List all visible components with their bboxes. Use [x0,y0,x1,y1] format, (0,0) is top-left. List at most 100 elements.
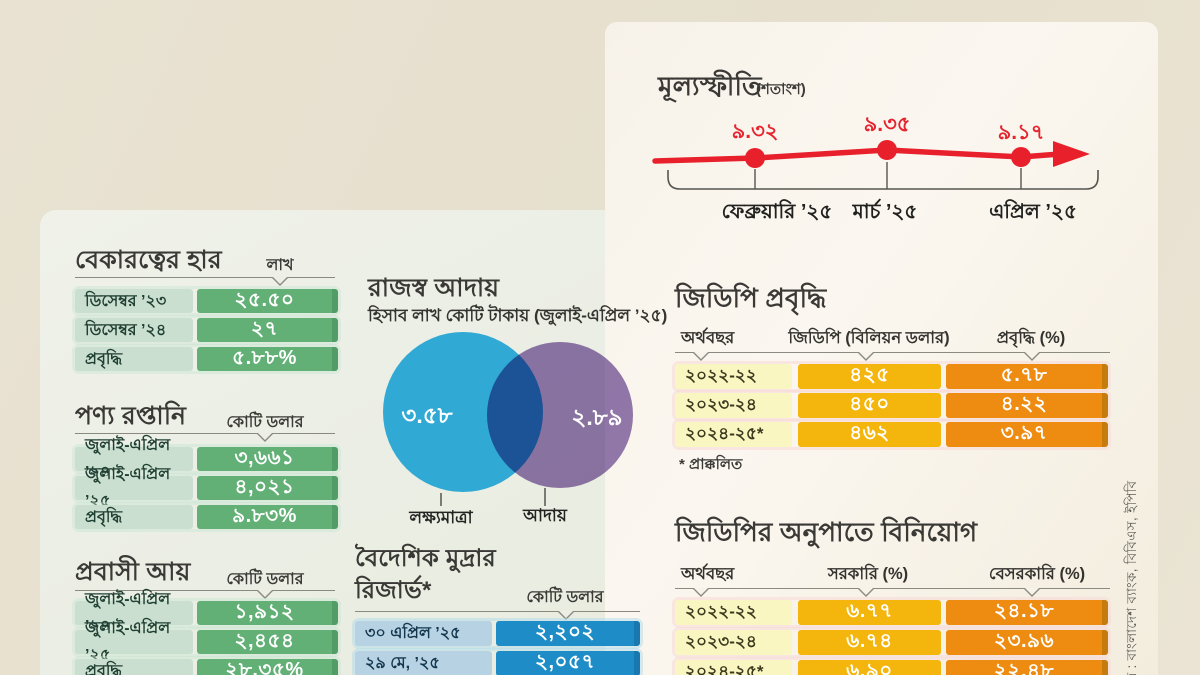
unemployment-rule [75,277,335,286]
trend-line [652,147,1063,164]
reserve-title-line2: রিজার্ভ* [355,577,432,604]
venn-target-label: লক্ষ্যমাত্রা [409,508,473,527]
unemployment-title: বেকারত্বের হার [75,246,222,274]
rule-notch [693,588,710,597]
gdp-footnote: * প্রাক্কলিত [679,456,743,473]
table-row: ২০২৩-২৪ ৬.৭৪ ২৩.৯৬ [675,630,1108,655]
rule-notch [256,590,273,599]
row-label: জুলাই-এপ্রিল ’২৫ [75,620,193,664]
reserve-title-line1: বৈদেশিক মুদ্রার [355,545,496,572]
row-private: ২৪.১৮ [946,600,1108,625]
row-label: ডিসেম্বর ’২৩ [75,289,193,313]
gdp-title: জিডিপি প্রবৃদ্ধি [675,283,827,313]
data-point-apr [1011,147,1031,167]
row-value: ৪,০২১ [197,476,338,500]
row-value: ৩,৬৬১ [197,447,338,471]
row-private: ২২.৪৮ [946,660,1108,675]
venn-collected-label: আদায় [523,506,567,525]
table-row: প্রবৃদ্ধি ৫.৮৮% [75,347,338,371]
rule-notch [272,277,289,286]
data-point-mar [877,140,897,160]
reserve-rule [355,611,640,620]
table-row: ডিসেম্বর ’২৩ ২৫.৫০ [75,289,338,313]
gdp-header-growth: প্রবৃদ্ধি (%) [996,329,1066,347]
row-value: ২৮.৩৫% [197,659,338,675]
rule-notch [693,352,710,361]
row-value: ১,৯১২ [197,601,338,625]
row-year: ২০২৩-২৪ [675,393,792,418]
unemployment-unit: লাখ [266,257,294,274]
table-row: জুলাই-এপ্রিল ’২৫ ৪,০২১ [75,466,338,510]
gdp-header-year: অর্থবছর [681,329,735,347]
data-point-feb [745,148,765,168]
rule-notch [1023,588,1040,597]
row-value: ২৫.৫০ [197,289,338,313]
row-value: ২,২০২ [496,621,640,646]
row-label: ৩০ এপ্রিল ’২৫ [355,621,492,646]
investment-header-public: সরকারি (%) [827,565,909,583]
row-year: ২০২৩-২৪ [675,630,792,655]
table-row: ২০২৪-২৫* ৬.৯০ ২২.৪৮ [675,660,1108,675]
table-row: ডিসেম্বর ’২৪ ২৭ [75,318,338,342]
investment-header-private: বেসরকারি (%) [988,565,1086,583]
axis-bracket [667,170,1099,190]
row-growth: ৫.৭৮ [946,364,1108,389]
remittance-rule [75,590,335,599]
row-value: ২,০৫৭ [496,651,640,675]
gdp-rule [675,352,1110,361]
table-row: ২০২৪-২৫* ৪৬২ ৩.৯৭ [675,422,1108,447]
row-year: ২০২২-২২ [675,600,792,625]
row-growth: ৪.২২ [946,393,1108,418]
inflation-line-chart [652,140,1099,190]
row-label: প্রবৃদ্ধি [75,659,193,675]
table-row: জুলাই-এপ্রিল ’২৫ ২,৪৫৪ [75,620,338,664]
right-panel [605,22,1158,675]
inflation-month-mar: মার্চ ’২৫ [852,201,918,223]
exports-unit: কোটি ডলার [226,414,304,431]
table-row: প্রবৃদ্ধি ২৮.৩৫% [75,659,338,675]
row-value: ৫.৮৮% [197,347,338,371]
rule-notch [1023,352,1040,361]
rule-notch [256,433,273,442]
row-label: জুলাই-এপ্রিল ’২৪ [75,591,193,635]
table-row: ২০২২-২২ ৪২৫ ৫.৭৮ [675,364,1108,389]
row-label: ডিসেম্বর ’২৪ [75,318,193,342]
inflation-title: মূল্যস্ফীতি [658,71,762,101]
remittance-unit: কোটি ডলার [226,571,304,588]
row-gdp: ৪২৫ [798,364,941,389]
source-note: সূত্র : বাংলাদেশ ব্যাংক, বিবিএস, ইপিবি [1124,480,1139,675]
row-growth: ৩.৯৭ [946,422,1108,447]
table-row: ২০২৩-২৪ ৪৫০ ৪.২২ [675,393,1108,418]
row-gdp: ৪৫০ [798,393,941,418]
row-public: ৬.৭৪ [798,630,941,655]
row-value: ২৭ [197,318,338,342]
inflation-month-feb: ফেব্রুয়ারি ’২৫ [721,201,833,223]
row-private: ২৩.৯৬ [946,630,1108,655]
row-label: জুলাই-এপ্রিল ’২৫ [75,466,193,510]
remittance-title: প্রবাসী আয় [75,558,191,586]
investment-header-year: অর্থবছর [681,565,735,583]
row-public: ৬.৭৭ [798,600,941,625]
exports-rule [75,433,335,442]
table-row: ২৯ মে, ’২৫ ২,০৫৭ [355,651,640,675]
row-label: ২৯ মে, ’২৫ [355,651,492,675]
row-value: ২,৪৫৪ [197,630,338,654]
reserve-unit: কোটি ডলার [526,589,604,606]
row-label: জুলাই-এপ্রিল ’২৪ [75,437,193,481]
inflation-value-apr: ৯.১৭ [997,121,1045,144]
exports-title: পণ্য রপ্তানি [75,402,187,430]
revenue-subtitle: হিসাব লাখ কোটি টাকায় (জুলাই-এপ্রিল ’২৫) [368,306,668,325]
revenue-venn-diagram [383,332,633,506]
row-gdp: ৪৬২ [798,422,941,447]
venn-collected-value: ২.৮৯ [571,404,623,430]
row-public: ৬.৯০ [798,660,941,675]
table-row: প্রবৃদ্ধি ৯.৮৩% [75,505,338,529]
inflation-month-apr: এপ্রিল ’২৫ [989,201,1077,223]
row-value: ৯.৮৩% [197,505,338,529]
venn-target-value: ৩.৫৮ [401,402,453,428]
row-label: প্রবৃদ্ধি [75,505,193,529]
inflation-value-feb: ৯.৩২ [731,120,779,143]
inflation-unit: (শতাংশ) [756,81,806,98]
row-year: ২০২৪-২৫* [675,660,792,675]
arrowhead-icon [1053,141,1090,167]
